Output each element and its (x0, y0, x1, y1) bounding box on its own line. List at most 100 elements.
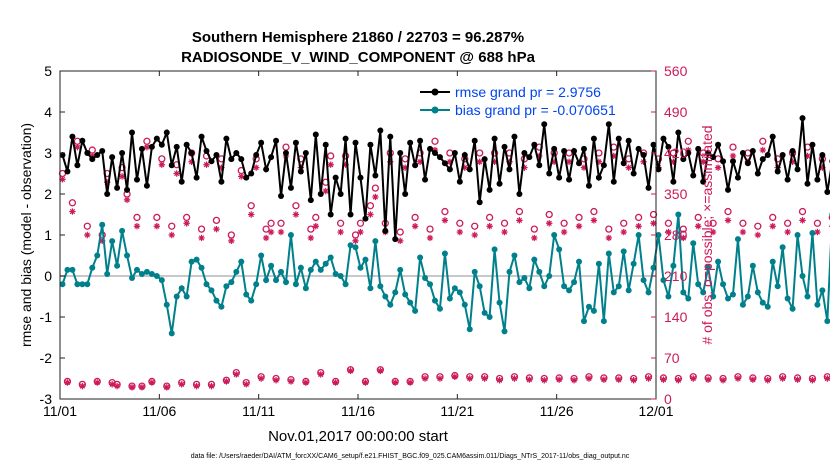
bias-point (605, 250, 612, 257)
legend-bias-label: bias grand pr = -0.070651 (455, 102, 616, 118)
obs-assimilated-point (292, 211, 300, 218)
rmse-point (69, 133, 76, 140)
rmse-point (650, 141, 657, 148)
bias-point (506, 268, 513, 275)
y-right-tick-label: 420 (664, 145, 688, 161)
obs-assimilated-point (724, 217, 732, 224)
bias-point (273, 277, 280, 284)
bias-point (292, 281, 299, 288)
y-right-tick-label: 490 (664, 104, 688, 120)
bias-point (69, 266, 76, 273)
obs-assimilated-point (173, 170, 180, 177)
obs-assimilated-point (779, 375, 786, 382)
obs-assimilated-point (138, 384, 146, 391)
obs-assimilated-point (491, 158, 498, 165)
obs-assimilated-point (252, 164, 260, 171)
obs-assimilated-point (690, 375, 697, 382)
obs-assimilated-point (536, 152, 543, 160)
bias-point (640, 277, 647, 284)
bias-point (461, 301, 468, 308)
bias-point (427, 281, 434, 288)
obs-assimilated-point (734, 375, 742, 382)
bias-point (536, 268, 543, 275)
obs-assimilated-point (600, 376, 608, 383)
rmse-point (352, 139, 359, 146)
bias-point (89, 264, 96, 271)
obs-possible-point (828, 214, 830, 221)
rmse-point (188, 150, 195, 156)
rmse-point (99, 147, 106, 154)
bias-point (436, 305, 443, 312)
obs-assimilated-point (262, 234, 270, 242)
rmse-point (590, 135, 597, 142)
obs-assimilated-point (550, 158, 558, 165)
obs-assimilated-point (218, 164, 225, 171)
rmse-point (511, 133, 518, 140)
bias-point (511, 252, 518, 259)
rmse-point (412, 162, 419, 169)
obs-assimilated-point (426, 234, 434, 242)
obs-assimilated-point (809, 377, 816, 384)
bias-point (302, 285, 309, 292)
rmse-point (481, 156, 488, 163)
obs-assimilated-point (158, 161, 166, 168)
bias-point (794, 232, 801, 238)
bias-point (556, 246, 563, 253)
obs-assimilated-point (635, 223, 642, 230)
rmse-point (422, 176, 429, 183)
obs-assimilated-point (546, 220, 553, 227)
obs-assimilated-point (416, 158, 424, 165)
obs-assimilated-point (362, 379, 369, 386)
obs-assimilated-point (789, 158, 796, 165)
obs-possible-point (441, 207, 449, 216)
legend-rmse-label: rmse grand pr = 2.9756 (455, 84, 601, 100)
obs-assimilated-point (555, 376, 563, 383)
rmse-point (357, 174, 364, 181)
bias-point (541, 283, 548, 290)
obs-assimilated-point (660, 376, 667, 383)
rmse-point (516, 191, 523, 197)
rmse-point (749, 147, 756, 154)
obs-assimilated-point (605, 234, 613, 242)
obs-possible-point (620, 219, 628, 227)
bias-point (531, 256, 538, 263)
obs-assimilated-point (113, 382, 121, 390)
rmse-point (173, 143, 180, 150)
x-tick-label: 11/06 (142, 403, 176, 419)
obs-assimilated-point (337, 228, 344, 236)
rmse-point (605, 121, 612, 128)
obs-assimilated-point (714, 164, 722, 171)
rmse-point (436, 154, 443, 161)
obs-assimilated-point (471, 231, 478, 239)
obs-assimilated-point (183, 220, 190, 227)
obs-assimilated-point (188, 158, 195, 165)
bias-point (178, 285, 185, 292)
obs-assimilated-point (302, 379, 310, 386)
bias-point (208, 287, 215, 294)
y-right-tick-label: 140 (664, 309, 688, 325)
obs-assimilated-point (406, 379, 414, 386)
rmse-point (630, 170, 637, 177)
rmse-point (461, 152, 468, 159)
bias-point (784, 295, 791, 302)
bias-point (700, 289, 707, 296)
obs-assimilated-point (446, 158, 454, 165)
rmse-point (133, 176, 140, 183)
obs-possible-point (262, 225, 270, 233)
rmse-point (576, 160, 583, 167)
rmse-point (824, 188, 830, 195)
y-right-tick-label: 560 (664, 63, 688, 79)
rmse-point (799, 115, 806, 122)
rmse-point (278, 193, 285, 200)
bias-point (253, 281, 260, 288)
y-right-tick-label: 0 (664, 391, 672, 407)
bias-point (198, 264, 205, 271)
rmse-point (119, 150, 126, 156)
obs-possible-point (426, 225, 434, 233)
bias-point (705, 264, 712, 271)
obs-assimilated-point (307, 234, 315, 242)
rmse-point (238, 156, 245, 163)
obs-assimilated-point (372, 193, 379, 201)
bias-point (94, 252, 101, 259)
bias-point (307, 266, 314, 273)
